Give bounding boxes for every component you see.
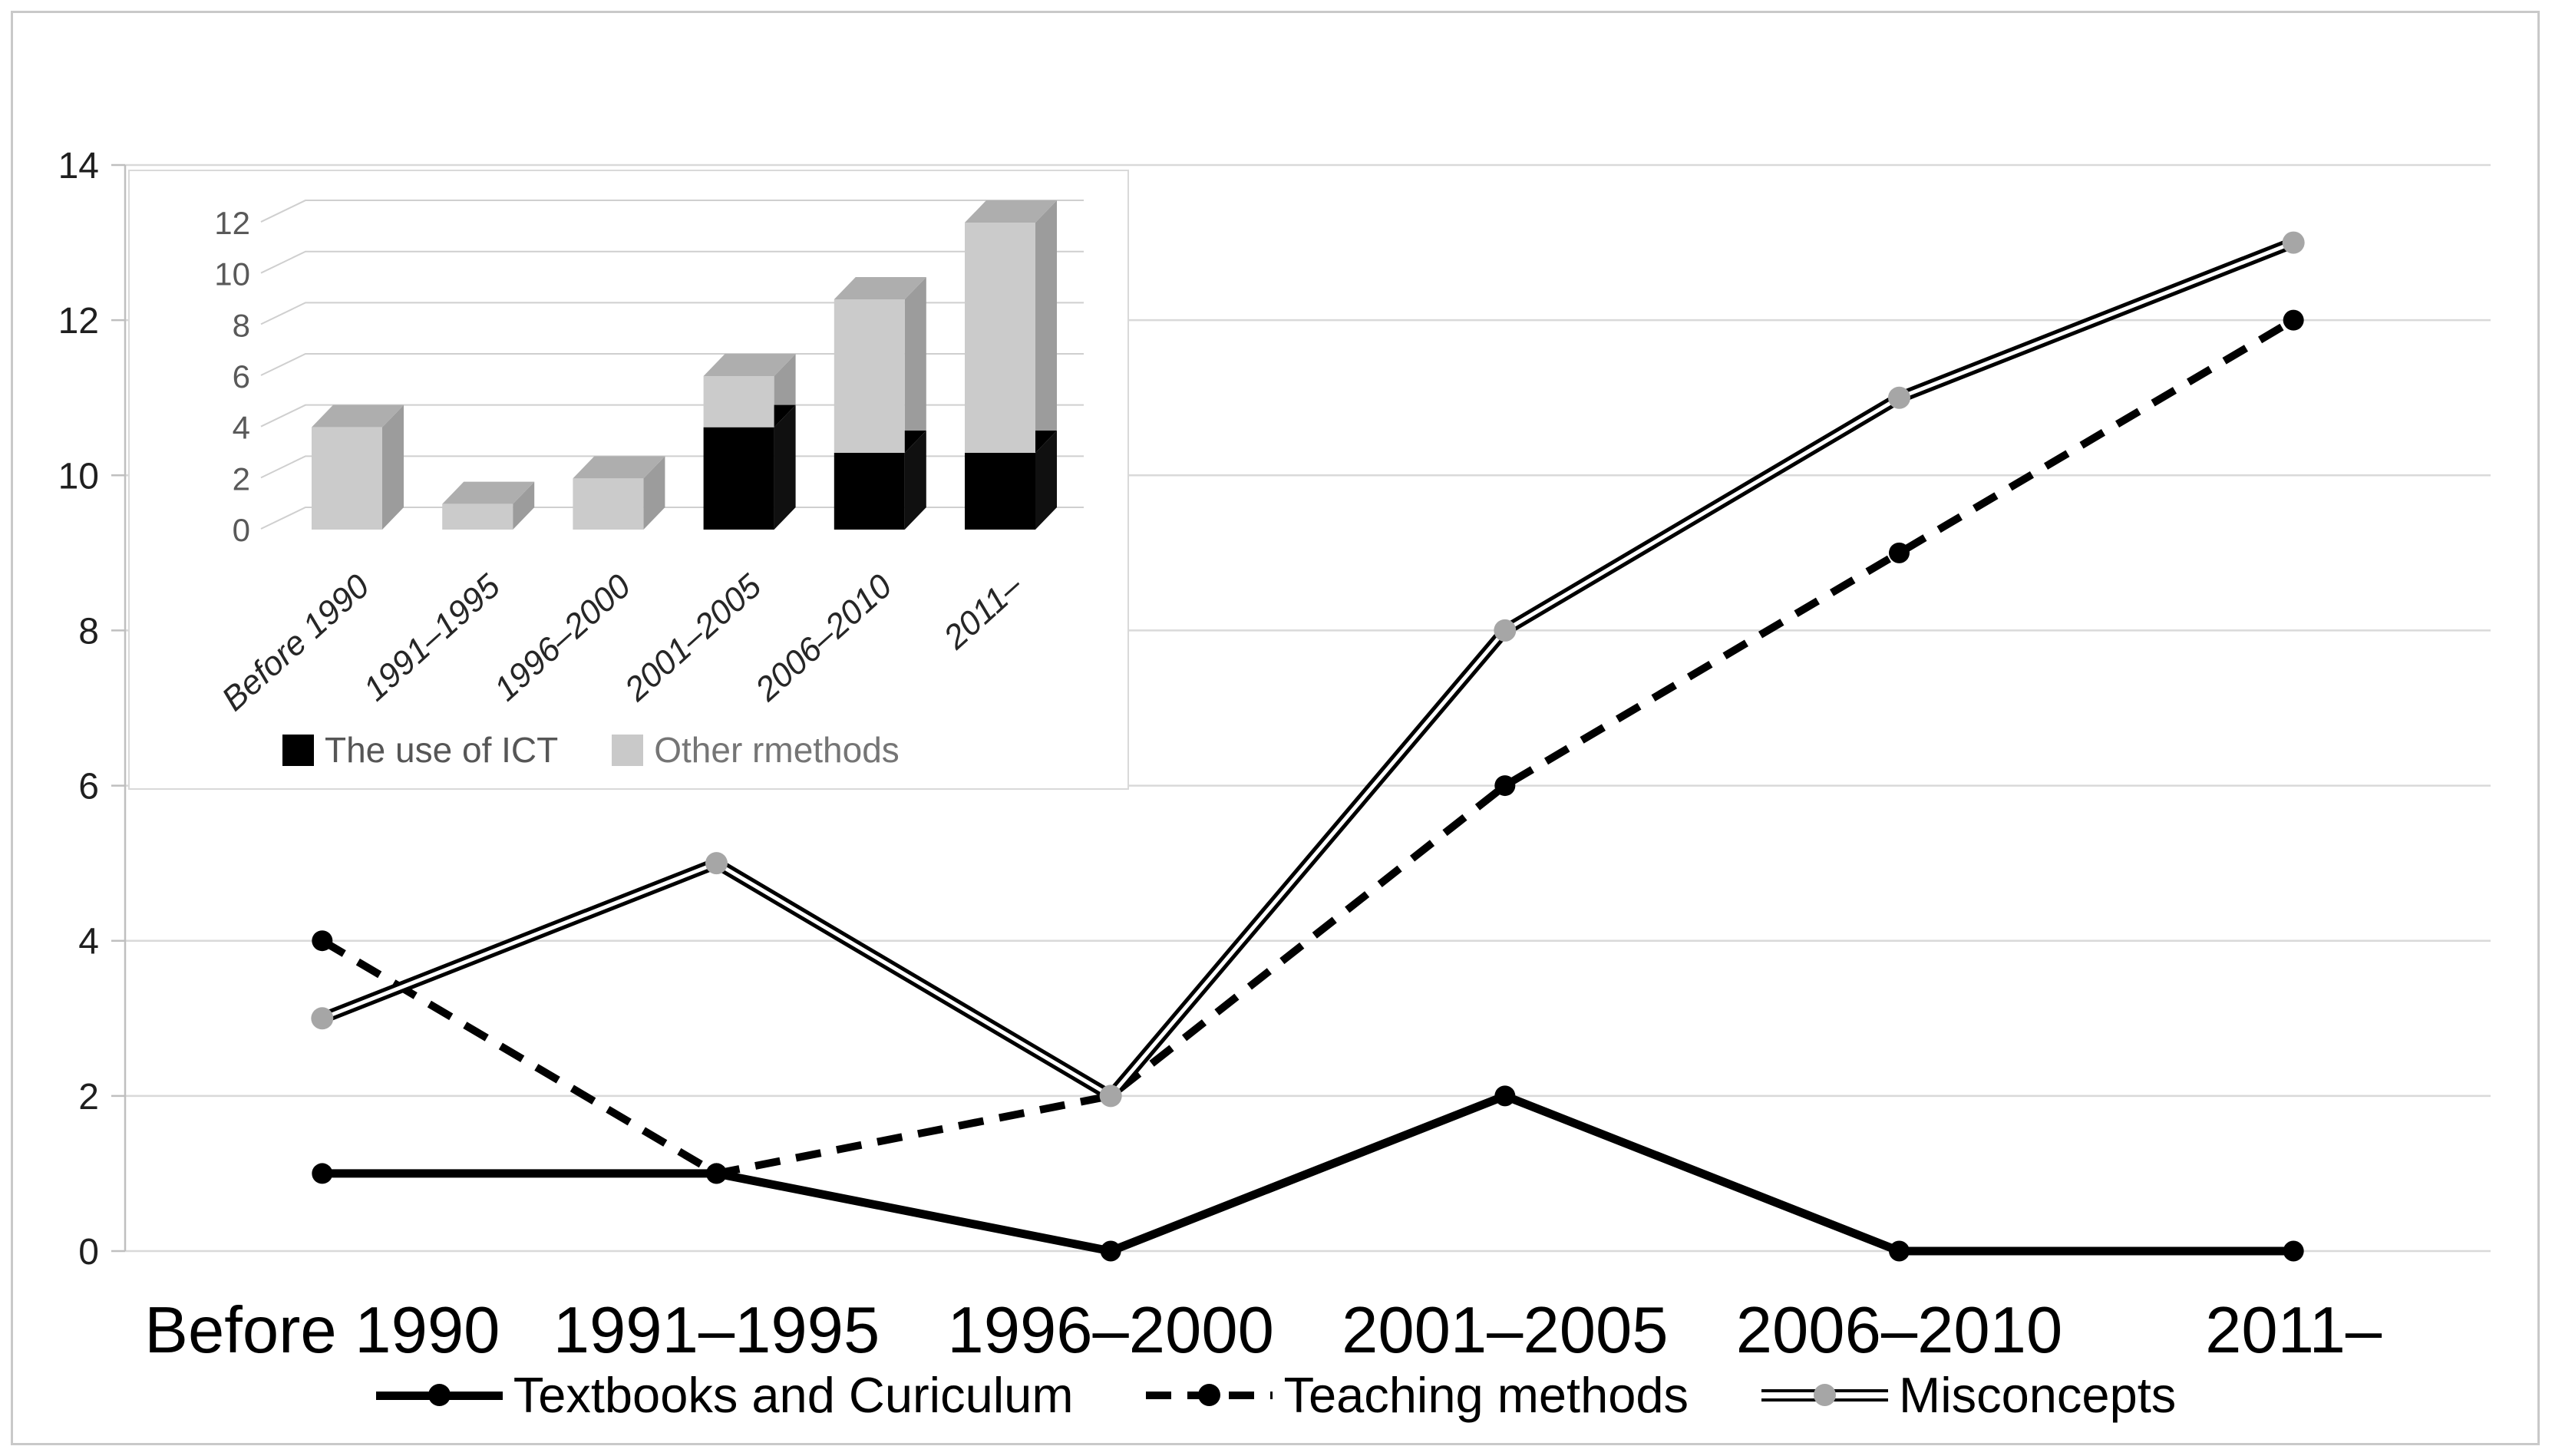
inset-y-tick-label: 12 [214, 205, 250, 241]
series-0-marker [312, 1163, 333, 1184]
inset-bar-front [442, 503, 513, 530]
inset-bar-top [573, 456, 665, 479]
legend-label: Misconcepts [1899, 1367, 2177, 1423]
inset-gridline [260, 200, 1084, 223]
inset-bar-top [834, 277, 926, 300]
inset-bar-front [312, 427, 382, 530]
inset-legend: The use of ICT Other rmethods [282, 729, 900, 771]
inset-bar-side [1035, 431, 1057, 530]
main-x-category-label: 2011– [2205, 1294, 2382, 1367]
inset-bar-top [965, 200, 1057, 223]
inset-bar-side [643, 456, 665, 530]
inset-legend-label: Other rmethods [654, 730, 900, 770]
inset-legend-entry-other: Other rmethods [612, 729, 900, 771]
inset-bar-side [382, 404, 404, 530]
series-0-marker [1889, 1240, 1910, 1262]
main-y-tick-label: 10 [58, 456, 99, 497]
main-y-tick-label: 4 [78, 922, 99, 962]
main-x-category-label: 1991–1995 [553, 1294, 880, 1367]
inset-y-tick-label: 4 [233, 410, 250, 446]
main-x-category-label: Before 1990 [144, 1294, 500, 1367]
legend-label: Textbooks and Curiculum [513, 1367, 1074, 1423]
inset-bar-front [703, 427, 774, 530]
main-y-tick-label: 14 [58, 146, 99, 187]
main-y-tick-label: 12 [58, 301, 99, 342]
inset-gridline [260, 455, 1084, 479]
series-2-marker [1099, 1085, 1122, 1108]
series-2-marker [2282, 231, 2305, 254]
series-2-marker [705, 852, 728, 875]
inset-y-tick-label: 2 [233, 461, 250, 497]
legend-entry-textbooks: Textbooks and Curiculum [375, 1366, 1074, 1424]
inset-gridline [260, 302, 1084, 325]
figure-border [11, 11, 2540, 1445]
main-y-tick-label: 8 [78, 611, 99, 652]
legend-entry-teaching-methods: Teaching methods [1146, 1366, 1689, 1424]
inset-y-tick-label: 6 [233, 358, 250, 395]
series-1-marker [706, 1163, 727, 1184]
inset-bar-side [904, 277, 926, 454]
inset-bar-top [312, 404, 404, 428]
inset-bar-front [965, 453, 1035, 530]
main-legend: Textbooks and Curiculum Teaching methods… [0, 1366, 2552, 1424]
series-1-marker [1494, 775, 1516, 797]
series-2-marker [311, 1007, 334, 1030]
series-1-marker [312, 930, 333, 952]
inset-bar-top [442, 481, 535, 504]
main-line-chart: 0 2 4 6 8 10 12 14 Before 1990 1991–1995 1996–2000… [58, 146, 2491, 1367]
inset-bar-front [965, 223, 1035, 454]
inset-bar-side [904, 431, 926, 530]
series-line-0 [322, 1091, 2294, 1256]
inset-bar-front [834, 453, 905, 530]
inset-y-tick-label: 8 [233, 307, 250, 343]
series-line-1 [320, 316, 2296, 1177]
inset-gridline [260, 353, 1084, 376]
inset-legend-label: The use of ICT [325, 730, 559, 770]
series-1-marker [1889, 542, 1910, 563]
inset-legend-entry-ict: The use of ICT [282, 729, 558, 771]
series-line-core-2 [321, 240, 2295, 1098]
inset-bar-front [834, 299, 905, 454]
dashed-line-marker-icon [1146, 1380, 1273, 1411]
inset-gridline [260, 250, 1084, 274]
inset-bar-top [703, 354, 796, 377]
solid-line-marker-icon [375, 1380, 503, 1411]
main-x-category-label: 2001–2005 [1342, 1294, 1668, 1367]
series-2-marker [1494, 619, 1517, 642]
legend-entry-misconcepts: Misconcepts [1761, 1366, 2176, 1424]
series-1-marker [2283, 309, 2304, 331]
inset-gridline [260, 404, 1084, 428]
other-methods-swatch-icon [612, 734, 644, 766]
inset-bar-side [774, 404, 796, 530]
main-x-category-label: 1996–2000 [947, 1294, 1273, 1367]
series-0-marker [1100, 1240, 1121, 1262]
double-line-marker-icon [1761, 1380, 1889, 1411]
inset-gridline [260, 507, 1084, 530]
inset-bar-side [513, 481, 535, 530]
legend-label: Teaching methods [1283, 1367, 1689, 1423]
main-y-tick-label: 6 [78, 767, 99, 807]
main-y-tick-label: 2 [78, 1077, 99, 1118]
series-0-marker [1494, 1085, 1516, 1107]
series-0-marker [2283, 1240, 2304, 1262]
main-y-tick-label: 0 [78, 1232, 99, 1273]
main-x-category-label: 2006–2010 [1736, 1294, 2062, 1367]
inset-bar-side [1035, 200, 1057, 454]
inset-y-tick-label: 10 [214, 256, 250, 292]
inset-y-tick-label: 0 [233, 512, 250, 548]
series-2-marker [1888, 386, 1910, 409]
inset-bar-front [703, 376, 774, 428]
inset-bar-front [573, 478, 644, 530]
ict-swatch-icon [282, 734, 314, 766]
